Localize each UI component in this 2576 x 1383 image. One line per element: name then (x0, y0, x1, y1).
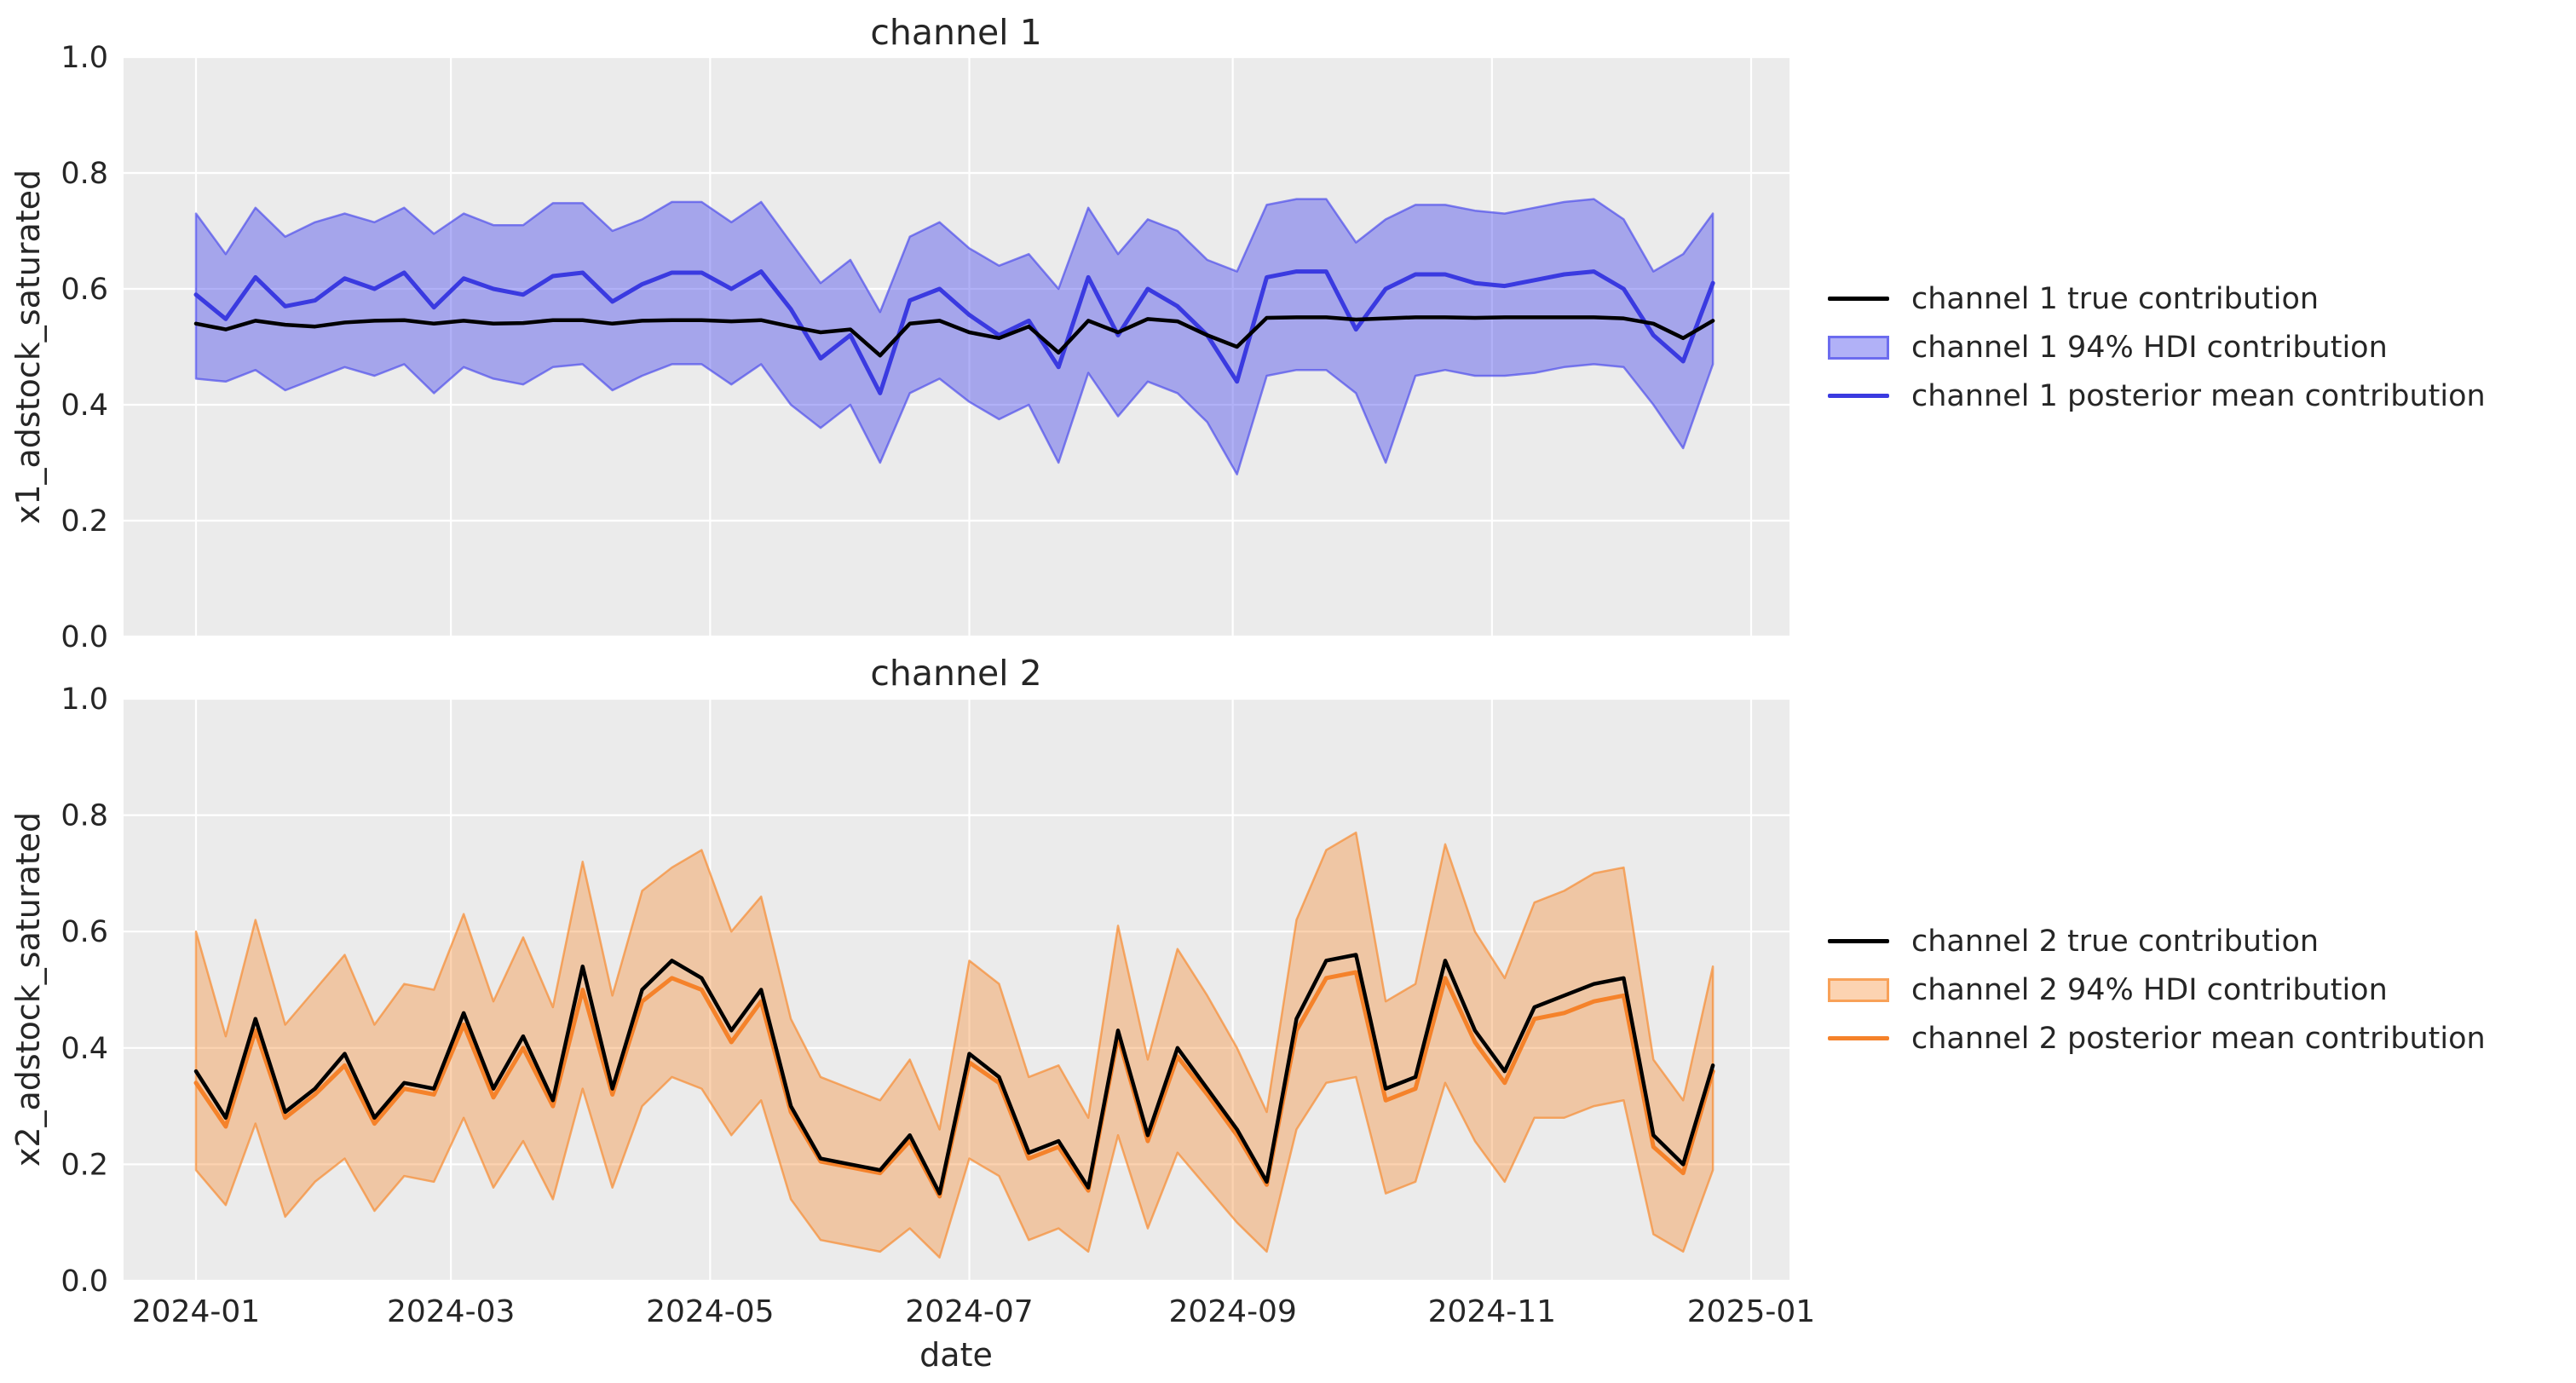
y-tick-label: 0.8 (61, 157, 108, 191)
legend-label: channel 2 posterior mean contribution (1911, 1021, 2486, 1056)
hdi-band-swatch (1828, 977, 1889, 1002)
chart1-title: channel 1 (870, 12, 1042, 53)
y-tick-label: 1.0 (61, 683, 108, 717)
legend-item: channel 2 94% HDI contribution (1828, 965, 2486, 1014)
posterior-mean-line-swatch (1828, 1036, 1889, 1040)
x-tick-label: 2024-07 (905, 1294, 1033, 1329)
y-tick-label: 0.4 (61, 1032, 108, 1066)
posterior-mean-line (193, 269, 1715, 395)
x-tick-label: 2025-01 (1687, 1294, 1815, 1329)
legend-item: channel 1 true contribution (1828, 274, 2486, 323)
legend-item: channel 1 posterior mean contribution (1828, 372, 2486, 420)
legend-label: channel 1 94% HDI contribution (1911, 330, 2388, 365)
x-tick-label: 2024-03 (387, 1294, 515, 1329)
true-line (193, 315, 1715, 358)
y-tick-label: 0.0 (61, 1265, 108, 1299)
true-line (193, 953, 1715, 1196)
true-line-swatch (1828, 297, 1889, 301)
posterior-mean-line-swatch (1828, 394, 1889, 398)
y-tick-label: 0.4 (61, 389, 108, 423)
plot-area (124, 57, 1789, 637)
legend-label: channel 2 94% HDI contribution (1911, 972, 2388, 1007)
x-tick-label: 2024-11 (1428, 1294, 1556, 1329)
legend-item: channel 2 true contribution (1828, 917, 2486, 965)
hdi-band-swatch (1828, 335, 1889, 360)
y-tick-label: 0.6 (61, 915, 108, 949)
true-line-swatch (1828, 939, 1889, 943)
y-tick-label: 0.2 (61, 1148, 108, 1182)
legend-label: channel 1 posterior mean contribution (1911, 378, 2486, 413)
x-tick-label: 2024-09 (1168, 1294, 1296, 1329)
legend-label: channel 1 true contribution (1911, 281, 2320, 316)
legend-item: channel 1 94% HDI contribution (1828, 323, 2486, 372)
y-tick-label: 1.0 (61, 41, 108, 75)
y-tick-label: 0.6 (61, 273, 108, 307)
x-axis-label: date (919, 1336, 993, 1374)
hdi-band (194, 831, 1714, 1259)
legend-item: channel 2 posterior mean contribution (1828, 1014, 2486, 1063)
chart1-y-axis-label: x1_adstock_saturated (9, 169, 47, 525)
y-tick-label: 0.0 (61, 620, 108, 654)
chart2-title: channel 2 (870, 653, 1042, 694)
x-tick-label: 2024-01 (132, 1294, 260, 1329)
chart2-legend: channel 2 true contribution channel 2 94… (1828, 917, 2486, 1063)
x-tick-label: 2024-05 (646, 1294, 774, 1329)
hdi-band (194, 198, 1714, 475)
legend-label: channel 2 true contribution (1911, 924, 2320, 959)
chart2-y-axis-label: x2_adstock_saturated (9, 811, 47, 1167)
y-tick-label: 0.2 (61, 504, 108, 539)
chart1-legend: channel 1 true contribution channel 1 94… (1828, 274, 2486, 420)
y-tick-label: 0.8 (61, 799, 108, 833)
